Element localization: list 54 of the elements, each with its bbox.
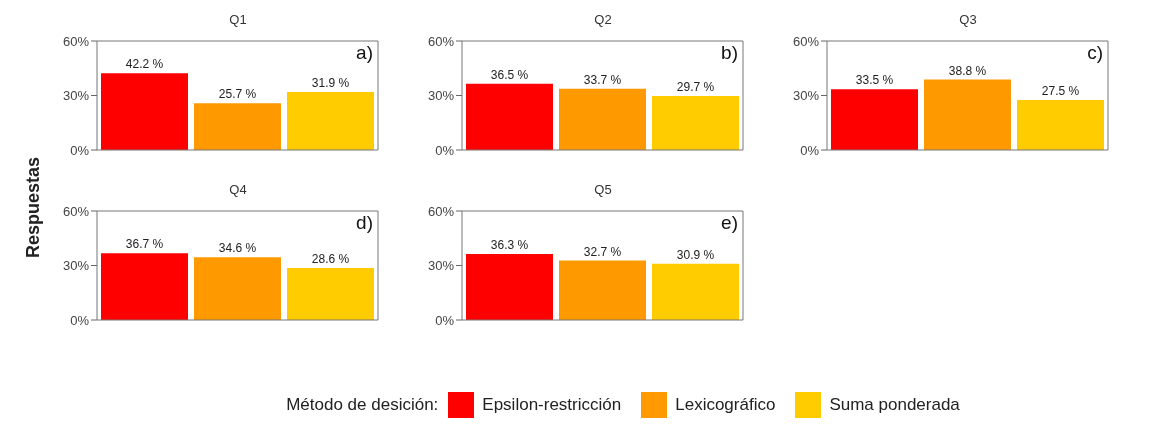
y-tick-label: 30% bbox=[792, 88, 820, 104]
bar bbox=[831, 89, 918, 150]
y-tick-label: 0% bbox=[435, 312, 455, 328]
data-label: 36.3 % bbox=[490, 238, 529, 253]
legend-label: Suma ponderada bbox=[829, 395, 960, 415]
chart-title: Q1 bbox=[228, 12, 248, 29]
y-tick-label: 0% bbox=[435, 142, 455, 158]
data-label: 28.6 % bbox=[311, 252, 350, 267]
legend-title: Método de desición: bbox=[286, 395, 439, 415]
y-tick-label: 30% bbox=[62, 88, 90, 104]
y-tick-label: 0% bbox=[800, 142, 820, 158]
data-label: 36.7 % bbox=[125, 237, 164, 252]
annotation: e) bbox=[721, 212, 738, 234]
data-label: 34.6 % bbox=[218, 241, 257, 256]
chart-title: Q5 bbox=[593, 182, 613, 199]
legend-label: Epsilon-restricción bbox=[482, 395, 622, 415]
y-tick-label: 60% bbox=[427, 203, 455, 219]
data-label: 29.7 % bbox=[676, 80, 715, 95]
data-label: 25.7 % bbox=[218, 87, 257, 102]
legend-label: Lexicográfico bbox=[675, 395, 776, 415]
bar bbox=[287, 268, 374, 320]
bar bbox=[194, 257, 281, 320]
y-tick-label: 30% bbox=[427, 88, 455, 104]
data-label: 38.8 % bbox=[948, 63, 987, 78]
bar bbox=[1017, 100, 1104, 150]
data-label: 32.7 % bbox=[583, 244, 622, 259]
data-label: 27.5 % bbox=[1041, 84, 1080, 99]
bar bbox=[287, 92, 374, 150]
data-label: 42.2 % bbox=[125, 57, 164, 72]
bar bbox=[194, 103, 281, 150]
bar bbox=[101, 73, 188, 150]
y-axis-title: Respuestas bbox=[22, 155, 44, 261]
chart-title: Q2 bbox=[593, 12, 613, 29]
data-label: 36.5 % bbox=[490, 67, 529, 82]
annotation: b) bbox=[721, 42, 738, 64]
annotation: d) bbox=[356, 212, 373, 234]
y-tick-label: 30% bbox=[427, 258, 455, 274]
bar bbox=[924, 79, 1011, 150]
y-tick-label: 60% bbox=[427, 33, 455, 49]
y-tick-label: 0% bbox=[70, 312, 90, 328]
annotation: c) bbox=[1087, 42, 1103, 64]
data-label: 31.9 % bbox=[311, 76, 350, 91]
y-tick-label: 0% bbox=[70, 142, 90, 158]
y-tick-label: 60% bbox=[62, 203, 90, 219]
y-tick-label: 30% bbox=[62, 258, 90, 274]
annotation: a) bbox=[356, 42, 373, 64]
data-label: 33.5 % bbox=[855, 73, 894, 88]
bar bbox=[101, 253, 188, 320]
data-label: 33.7 % bbox=[583, 72, 622, 87]
chart-title: Q4 bbox=[228, 182, 248, 199]
y-tick-label: 60% bbox=[792, 33, 820, 49]
y-tick-label: 60% bbox=[62, 33, 90, 49]
chart-title: Q3 bbox=[958, 12, 978, 29]
data-label: 30.9 % bbox=[676, 247, 715, 262]
